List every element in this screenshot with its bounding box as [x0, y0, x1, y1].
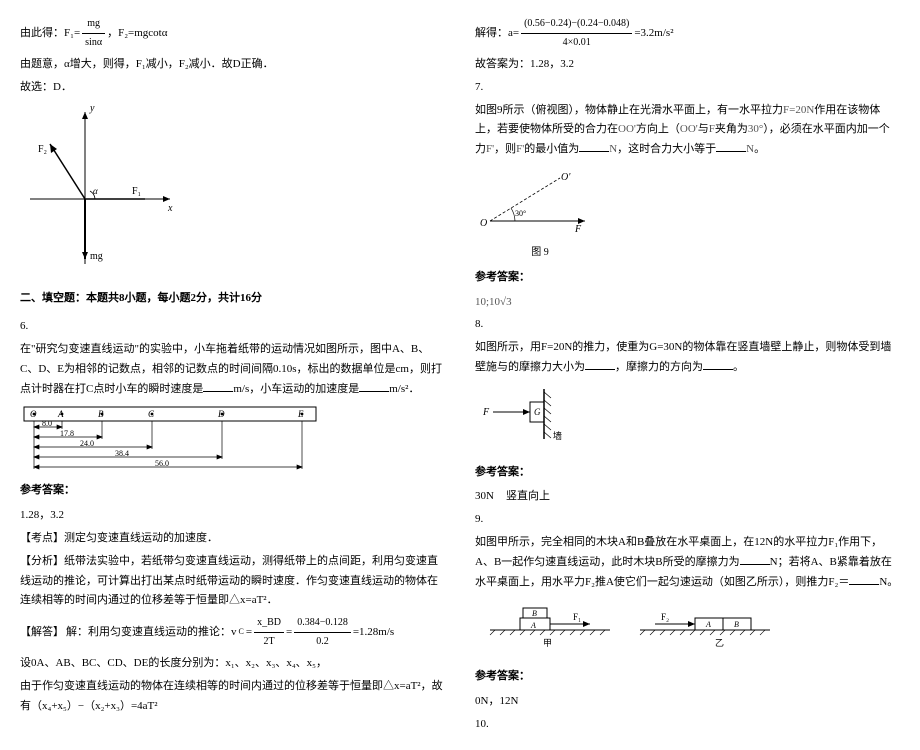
question-number: 6. [20, 317, 445, 337]
solution-text: 【解答】解：利用匀变速直线运动的推论：vC=x_BD2T=0.384−0.128… [20, 614, 445, 651]
svg-text:F₁: F₁ [573, 612, 581, 622]
svg-text:G: G [534, 407, 541, 417]
solution-text: 解得：a=(0.56−0.24)−(0.24−0.048)4×0.01=3.2m… [475, 15, 900, 52]
svg-text:x: x [167, 203, 173, 214]
svg-text:F₂: F₂ [661, 612, 669, 622]
answer-label: 参考答案： [475, 268, 900, 288]
coord-figure: y x F₂ F₁ α mg [20, 104, 445, 282]
answer-text: 30N竖直向上 [475, 487, 900, 507]
svg-text:24.0: 24.0 [80, 439, 94, 448]
question-text: 如图所示，用F=20N的推力，使重为G=30N的物体靠在竖直墙壁上静止，则物体受… [475, 338, 900, 378]
question-number: 9. [475, 510, 900, 530]
svg-text:F: F [482, 407, 490, 418]
text: 由题意，α增大，则得，F₁减小，F₂减小．故D正确． [20, 55, 445, 75]
answer-label: 参考答案： [475, 667, 900, 687]
figure-8: F G 墙 [475, 384, 900, 457]
answer-label: 参考答案： [20, 481, 445, 501]
section-heading: 二、填空题：本题共8小题，每小题2分，共计16分 [20, 289, 445, 309]
question-text: 如图甲所示，完全相同的木块A和B叠放在水平桌面上，在12N的水平拉力F₁作用下，… [475, 533, 900, 592]
answer-text: 1.28，3.2 [20, 506, 445, 526]
svg-text:38.4: 38.4 [115, 449, 129, 458]
text: 由此得：F₁= [20, 24, 80, 44]
svg-text:56.0: 56.0 [155, 459, 169, 468]
svg-text:乙: 乙 [715, 638, 724, 648]
solution-text: 设0A、AB、BC、CD、DE的长度分别为：x₁、x₂、x₃、x₄、x₅， [20, 654, 445, 674]
svg-text:O: O [480, 218, 487, 229]
svg-text:F: F [574, 224, 582, 235]
svg-text:8.0: 8.0 [42, 419, 52, 428]
svg-text:甲: 甲 [543, 638, 552, 648]
svg-text:B: B [532, 609, 537, 618]
svg-text:mg: mg [90, 251, 103, 262]
svg-text:O': O' [561, 172, 571, 183]
question-number: 8. [475, 315, 900, 335]
svg-text:F₂: F₂ [38, 144, 47, 155]
svg-text:y: y [89, 104, 95, 114]
svg-text:17.8: 17.8 [60, 429, 74, 438]
question-number: 7. [475, 78, 900, 98]
analysis-text: 【分析】纸带法实验中，若纸带匀变速直线运动，测得纸带上的点间距，利用匀变速直线运… [20, 552, 445, 611]
svg-text:α: α [93, 186, 98, 196]
answer-choice: 故选：D． [20, 78, 445, 98]
figure-9ab: B A F₁ 甲 A B F₂ 乙 [475, 598, 900, 661]
svg-text:A: A [530, 621, 536, 630]
question-text: 在"研究匀变速直线运动"的实验中，小车拖着纸带的运动情况如图所示，图中A、B、C… [20, 340, 445, 399]
tape-figure: OABCDE 8.017.824.038.456.0 [20, 405, 445, 475]
figure-caption: 图 9 [475, 244, 605, 262]
svg-text:B: B [734, 620, 739, 629]
question-number: 10. [475, 715, 900, 735]
text: ，F₂=mgcotα [107, 24, 167, 44]
fraction: mgsinα [82, 15, 105, 52]
question-text: 如图9所示（俯视图），物体静止在光滑水平面上，有一水平拉力F=20N作用在该物体… [475, 101, 900, 160]
figure-9: O O' F 30° 图 9 [475, 166, 900, 262]
svg-text:30°: 30° [515, 209, 526, 218]
solution-text: 由于作匀变速直线运动的物体在连续相等的时间内通过的位移差等于恒量即△x=aT²，… [20, 677, 445, 717]
answer-text: 故答案为：1.28，3.2 [475, 55, 900, 75]
svg-text:A: A [705, 620, 711, 629]
answer-label: 参考答案： [475, 463, 900, 483]
answer-text: 0N，12N [475, 692, 900, 712]
svg-text:F₁: F₁ [132, 186, 141, 197]
analysis-text: 【考点】测定匀变速直线运动的加速度． [20, 529, 445, 549]
svg-text:墙: 墙 [553, 430, 562, 441]
answer-text: 10;10√3 [475, 293, 900, 313]
